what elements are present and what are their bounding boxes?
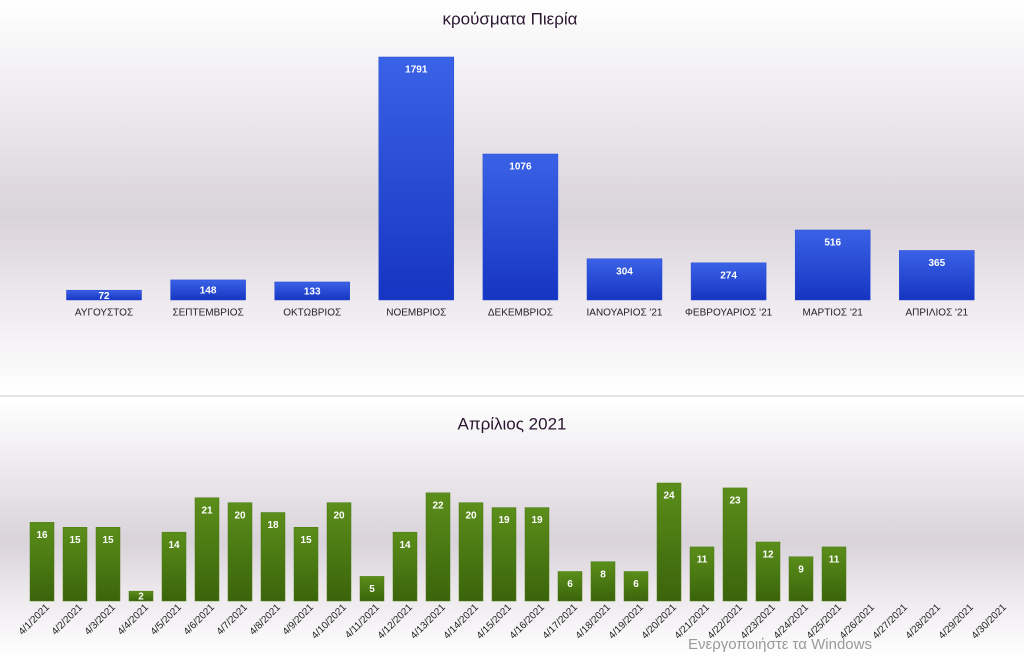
data-label: 20	[465, 510, 477, 521]
bar	[66, 289, 142, 301]
data-label: 15	[69, 535, 81, 546]
bar	[161, 531, 187, 602]
data-label: 19	[498, 515, 510, 526]
data-label: 6	[567, 579, 573, 590]
data-label: 15	[300, 535, 312, 546]
data-label: 9	[798, 564, 804, 575]
data-label: 5	[369, 584, 375, 595]
data-label: 11	[829, 555, 840, 566]
bar	[557, 571, 583, 602]
bar	[755, 541, 781, 602]
bar	[690, 262, 767, 301]
data-label: 16	[36, 530, 48, 541]
bar	[62, 527, 88, 602]
data-label: 18	[267, 520, 279, 531]
x-tick-label: ΦΕΒΡΟΥΑΡΙΟΣ '21	[685, 308, 773, 319]
bar	[689, 546, 715, 602]
bar	[788, 556, 814, 602]
bar	[794, 229, 871, 301]
watermark: Ενεργοποιήστε τα Windows	[688, 636, 872, 653]
bar	[482, 153, 559, 301]
chart-title: κρούσματα Πιερία	[443, 9, 578, 28]
bar	[590, 561, 616, 602]
bar	[586, 258, 663, 301]
bar	[359, 576, 385, 602]
x-tick-label: ΝΟΕΜΒΡΙΟΣ	[386, 308, 446, 319]
bar	[326, 502, 352, 602]
bar	[524, 507, 550, 602]
bar	[458, 502, 484, 602]
x-tick-label: ΑΠΡΙΛΙΟΣ '21	[906, 308, 969, 319]
bar	[623, 571, 649, 602]
data-label: 148	[200, 286, 217, 297]
chart-title: Απρίλιος 2021	[458, 414, 567, 433]
data-label: 23	[729, 496, 741, 507]
data-label: 20	[234, 510, 246, 521]
bar	[29, 522, 55, 602]
data-label: 15	[102, 535, 114, 546]
data-label: 14	[399, 540, 411, 551]
bar	[293, 527, 319, 602]
data-label: 22	[432, 500, 444, 511]
bar	[95, 527, 121, 602]
data-label: 24	[663, 491, 675, 502]
data-label: 72	[98, 291, 110, 302]
bar	[821, 546, 847, 602]
x-tick-label: ΟΚΤΩΒΡΙΟΣ	[283, 308, 341, 319]
bar	[128, 590, 154, 602]
bar	[378, 56, 455, 301]
bar	[899, 250, 975, 301]
bar	[194, 497, 220, 602]
data-label: 274	[720, 270, 737, 281]
data-label: 516	[824, 238, 841, 249]
bar	[722, 487, 748, 602]
data-label: 14	[168, 540, 180, 551]
bar	[491, 507, 517, 602]
bar	[227, 502, 253, 602]
bar	[425, 492, 451, 602]
x-tick-label: ΙΑΝΟΥΑΡΙΟΣ '21	[587, 308, 663, 319]
bar	[260, 512, 286, 602]
data-label: 8	[600, 569, 606, 580]
data-label: 304	[616, 266, 633, 277]
x-tick-label: ΣΕΠΤΕΜΒΡΙΟΣ	[172, 308, 243, 319]
x-tick-label: ΔΕΚΕΜΒΡΙΟΣ	[488, 308, 553, 319]
data-label: 20	[333, 510, 345, 521]
data-label: 21	[201, 505, 213, 516]
data-label: 6	[633, 579, 639, 590]
bar	[392, 531, 418, 602]
data-label: 1791	[405, 65, 428, 76]
bar	[170, 279, 246, 301]
data-label: 1076	[509, 162, 532, 173]
data-label: 365	[928, 258, 945, 269]
data-label: 11	[697, 555, 708, 566]
bar	[274, 281, 350, 301]
bar	[656, 482, 682, 602]
data-label: 133	[304, 287, 321, 298]
data-label: 12	[762, 550, 774, 561]
x-tick-label: ΜΑΡΤΙΟΣ '21	[803, 308, 864, 319]
data-label: 19	[531, 515, 543, 526]
data-label: 2	[138, 592, 144, 603]
x-tick-label: ΑΥΓΟΥΣΤΟΣ	[75, 308, 133, 319]
